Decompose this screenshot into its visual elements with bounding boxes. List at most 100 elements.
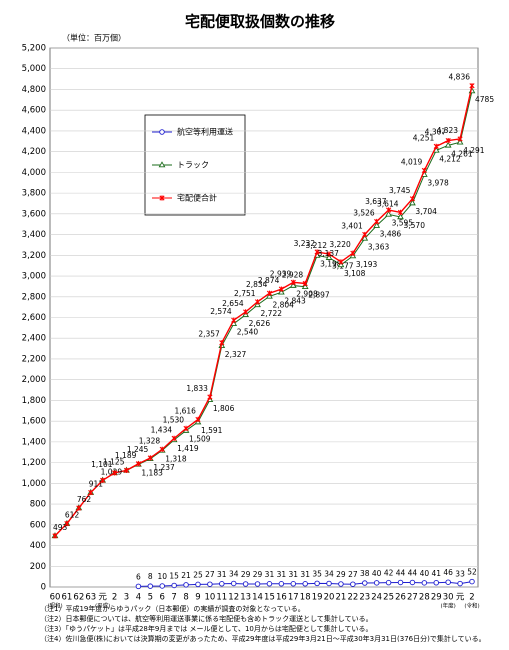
- point: [278, 581, 285, 587]
- point: [409, 196, 416, 202]
- point: [219, 340, 225, 346]
- data-label: 2,357: [198, 330, 220, 339]
- data-label: 2,722: [261, 309, 283, 318]
- point: [385, 210, 392, 217]
- point: [159, 129, 165, 135]
- data-label: 40: [420, 569, 430, 578]
- data-label: 27: [205, 570, 215, 579]
- data-label: 911: [89, 480, 104, 489]
- data-label: 1,125: [103, 457, 125, 466]
- point: [266, 292, 273, 299]
- y-tick-label: 600: [30, 520, 46, 530]
- data-label: 52: [467, 568, 477, 577]
- point: [373, 580, 380, 586]
- data-label: 34: [229, 569, 239, 578]
- point: [373, 221, 381, 228]
- data-label: 29: [241, 570, 251, 579]
- y-tick-label: 2,600: [22, 313, 46, 323]
- y-tick-label: 400: [30, 541, 46, 551]
- y-tick-label: 3,600: [22, 209, 46, 219]
- data-label: 2,540: [237, 328, 259, 337]
- x-tick-label: 4: [136, 593, 141, 603]
- data-label: 4785: [475, 95, 494, 104]
- x-tick-label: 11: [216, 593, 227, 603]
- data-label: 44: [396, 568, 406, 577]
- data-label: 2,939: [270, 269, 292, 278]
- point: [277, 288, 285, 295]
- data-label: 4,019: [401, 157, 423, 166]
- data-label: 3,595: [392, 218, 414, 227]
- data-label: 8: [148, 572, 153, 581]
- y-tick-label: 2,800: [22, 292, 46, 302]
- x-era-label: (平成): [95, 602, 110, 610]
- data-label: 2,928: [282, 271, 304, 280]
- x-tick-label: 8: [183, 593, 188, 603]
- data-label: 35: [312, 569, 322, 578]
- data-label: 2,626: [249, 319, 271, 328]
- data-label: 41: [431, 569, 441, 578]
- y-tick-label: 3,800: [22, 189, 46, 199]
- point: [361, 234, 369, 241]
- data-label: 42: [384, 569, 394, 578]
- x-tick-label: 28: [419, 593, 430, 603]
- point: [76, 505, 82, 511]
- data-label: 3,363: [368, 242, 390, 251]
- point: [266, 290, 273, 296]
- data-label: 4,836: [449, 73, 471, 82]
- data-label: 3,108: [344, 269, 366, 278]
- y-tick-label: 0: [41, 583, 46, 593]
- point: [338, 259, 344, 265]
- data-label: 4,251: [413, 133, 435, 142]
- y-tick-label: 5,200: [22, 44, 46, 54]
- data-label: 3,486: [380, 230, 402, 239]
- data-label: 1,806: [213, 404, 235, 413]
- x-tick-label: 25: [383, 593, 394, 603]
- data-label: 1,245: [127, 445, 149, 454]
- x-tick-label: 29: [431, 593, 442, 603]
- point: [195, 581, 201, 588]
- data-label: 1,833: [186, 384, 208, 393]
- data-label: 40: [372, 569, 382, 578]
- x-tick-label: 22: [347, 593, 358, 603]
- point: [302, 280, 308, 287]
- data-label: 21: [181, 571, 191, 580]
- data-label: 2,843: [284, 296, 306, 305]
- point: [52, 533, 58, 539]
- point: [326, 580, 332, 587]
- point: [207, 581, 213, 587]
- y-tick-label: 4,200: [22, 147, 46, 157]
- point: [457, 136, 463, 142]
- x-tick-label: 30: [443, 593, 454, 603]
- point: [409, 199, 416, 206]
- data-label: 3,401: [341, 221, 363, 230]
- x-tick-label: 2: [112, 593, 117, 603]
- x-tick-label: 12: [228, 593, 239, 603]
- data-label: 1,183: [141, 468, 163, 477]
- data-label: 1,318: [165, 454, 187, 463]
- data-label: 612: [65, 511, 80, 520]
- data-label: 2,574: [210, 307, 232, 316]
- data-label: 15: [169, 571, 179, 580]
- legend-label: 航空等利用運送: [177, 127, 233, 137]
- x-tick-label: 62: [73, 593, 84, 603]
- data-label: 2,804: [272, 300, 294, 309]
- point: [171, 582, 177, 589]
- point: [207, 394, 213, 400]
- y-tick-label: 2,400: [22, 334, 46, 344]
- data-label: 1,434: [151, 425, 173, 434]
- data-label: 3,232: [294, 239, 316, 248]
- data-label: 2,834: [246, 280, 268, 289]
- data-label: 1,101: [91, 460, 113, 469]
- y-tick-label: 2,200: [22, 354, 46, 364]
- data-label: 1,530: [163, 415, 185, 424]
- data-label: 3,198: [320, 260, 342, 269]
- x-tick-label: 26: [395, 593, 406, 603]
- data-label: 4,307: [425, 128, 447, 137]
- point: [290, 279, 296, 285]
- y-tick-label: 3,200: [22, 251, 46, 261]
- data-label: 31: [265, 570, 275, 579]
- point: [183, 582, 189, 588]
- data-label: 10: [157, 572, 167, 581]
- point: [421, 580, 428, 586]
- data-label: 31: [217, 570, 227, 579]
